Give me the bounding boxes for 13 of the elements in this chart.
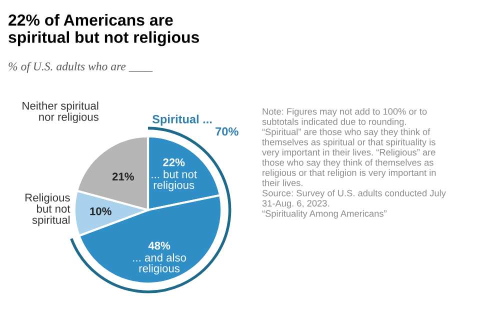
chart-title: 22% of Americans are spiritual but not religious — [8, 14, 200, 46]
text: Spiritual ... — [152, 114, 212, 126]
data-label: 22% — [163, 158, 185, 166]
data-label: 21% — [112, 172, 134, 180]
chart-subtitle: % of U.S. adults who are ____ — [8, 62, 153, 73]
data-label: 10% — [90, 207, 112, 216]
slice-label: Religious but not spiritual — [25, 193, 70, 226]
data-label: 48% — [148, 242, 170, 250]
slice-label: Neither spiritual nor religious — [22, 102, 99, 124]
slice-label: ... and also religious — [133, 253, 186, 275]
text: 70% — [216, 127, 238, 136]
slice-label: ... but not religious — [152, 170, 197, 192]
text: Note: Figures may not add to 100% or to subtotals indicated due to rounding. “Spiritual” are those who say they think of themselves as spiritual or that spirituality is very important in their lives. “Religious” are those who say they think of themselves as religious or that religion is very important in their lives. Source: Survey of U.S. adults conducted July 31-Aug. 6, 2023. “Spirituality Among Americans” — [262, 108, 446, 219]
